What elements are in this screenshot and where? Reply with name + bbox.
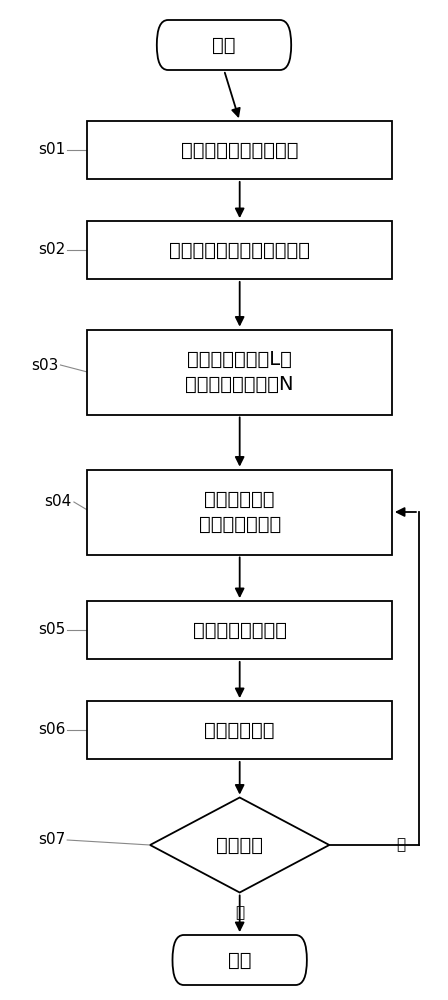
Text: s03: s03 [31, 358, 59, 372]
FancyBboxPatch shape [87, 221, 392, 279]
Text: s05: s05 [38, 622, 65, 638]
Text: 是否完成: 是否完成 [216, 836, 263, 854]
Text: 结束: 结束 [228, 950, 251, 970]
FancyBboxPatch shape [157, 20, 291, 70]
FancyBboxPatch shape [172, 935, 307, 985]
Text: s01: s01 [38, 142, 65, 157]
Text: s07: s07 [38, 832, 65, 848]
FancyBboxPatch shape [87, 330, 392, 414]
Text: 由当前层级数
计算行列起止值: 由当前层级数 计算行列起止值 [198, 490, 281, 534]
Text: s02: s02 [38, 242, 65, 257]
Text: 获取栅格行列数、像元大小: 获取栅格行列数、像元大小 [169, 240, 310, 259]
Text: s06: s06 [38, 722, 65, 738]
Text: 数据读取、重采样: 数据读取、重采样 [193, 620, 287, 640]
Polygon shape [150, 798, 329, 892]
Text: 否: 否 [396, 838, 405, 852]
Text: 计算最优分级数L、
初始像元合并个数N: 计算最优分级数L、 初始像元合并个数N [185, 350, 294, 394]
FancyBboxPatch shape [87, 701, 392, 759]
Text: 开始: 开始 [212, 35, 236, 54]
Text: 指定切片大小、层级数: 指定切片大小、层级数 [181, 140, 298, 159]
Text: 是: 是 [235, 906, 244, 920]
FancyBboxPatch shape [87, 470, 392, 554]
FancyBboxPatch shape [87, 121, 392, 179]
Text: s04: s04 [45, 494, 72, 510]
Text: 输出切片数据: 输出切片数据 [204, 720, 275, 740]
FancyBboxPatch shape [87, 601, 392, 659]
